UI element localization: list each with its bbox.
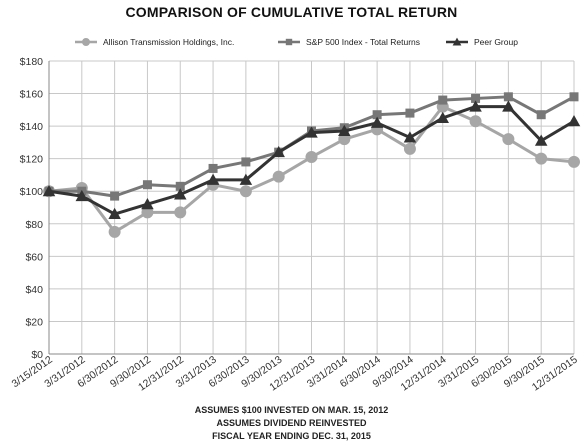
legend-label: Peer Group <box>474 37 518 47</box>
legend-marker <box>452 37 462 46</box>
data-point <box>241 157 251 167</box>
data-point <box>534 134 548 146</box>
y-tick-label: $60 <box>25 251 43 263</box>
legend-label: S&P 500 Index - Total Returns <box>306 37 420 47</box>
y-tick-label: $120 <box>20 154 44 166</box>
data-point <box>142 180 152 190</box>
data-point <box>502 100 515 112</box>
data-point <box>175 181 185 191</box>
data-point <box>305 151 318 164</box>
plot-area: $0$20$40$60$80$100$120$140$160$1803/15/2… <box>10 56 581 394</box>
data-point <box>206 173 220 185</box>
legend-marker <box>82 38 90 46</box>
data-point <box>405 108 415 118</box>
data-point <box>536 110 546 120</box>
chart-title: COMPARISON OF CUMULATIVE TOTAL RETURN <box>125 4 458 20</box>
data-point <box>502 133 515 146</box>
y-tick-label: $80 <box>25 219 43 231</box>
data-point <box>108 207 121 220</box>
legend-marker <box>285 38 293 46</box>
data-point <box>568 155 580 168</box>
data-point <box>272 170 285 183</box>
data-point <box>108 225 121 238</box>
data-point <box>469 100 482 112</box>
data-point <box>535 152 548 165</box>
data-point <box>403 142 416 155</box>
footnote: ASSUMES $100 INVESTED ON MAR. 15, 2012 <box>194 405 389 415</box>
data-point <box>305 126 318 138</box>
data-point <box>469 115 482 128</box>
data-point <box>42 184 56 197</box>
data-point <box>370 116 384 128</box>
y-tick-label: $0 <box>31 349 43 361</box>
data-point <box>174 206 187 219</box>
data-point <box>141 197 154 210</box>
data-point <box>471 93 481 103</box>
legend-label: Allison Transmission Holdings, Inc. <box>103 37 234 47</box>
data-point <box>438 95 448 105</box>
data-point <box>272 145 285 158</box>
y-tick-label: $140 <box>20 121 44 133</box>
footnotes: ASSUMES $100 INVESTED ON MAR. 15, 2012 A… <box>0 404 583 443</box>
footnote: ASSUMES DIVIDEND REINVESTED <box>216 418 367 428</box>
data-point <box>403 131 417 143</box>
y-tick-label: $180 <box>20 56 44 68</box>
data-point <box>239 185 252 198</box>
y-tick-label: $20 <box>25 316 43 328</box>
data-point <box>75 189 89 202</box>
data-point <box>110 191 120 201</box>
y-tick-label: $40 <box>25 284 43 296</box>
data-point <box>338 124 351 136</box>
footnote: FISCAL YEAR ENDING DEC. 31, 2015 <box>212 431 371 441</box>
legend: Allison Transmission Holdings, Inc. S&P 5… <box>75 37 518 47</box>
y-tick-label: $160 <box>20 89 44 101</box>
data-point <box>503 92 513 102</box>
data-point <box>174 188 187 200</box>
data-point <box>436 111 449 123</box>
data-point <box>372 110 382 120</box>
y-tick-label: $100 <box>20 186 44 198</box>
data-point <box>208 163 218 173</box>
data-point <box>567 114 581 127</box>
data-point <box>239 173 253 185</box>
data-point <box>569 92 579 102</box>
